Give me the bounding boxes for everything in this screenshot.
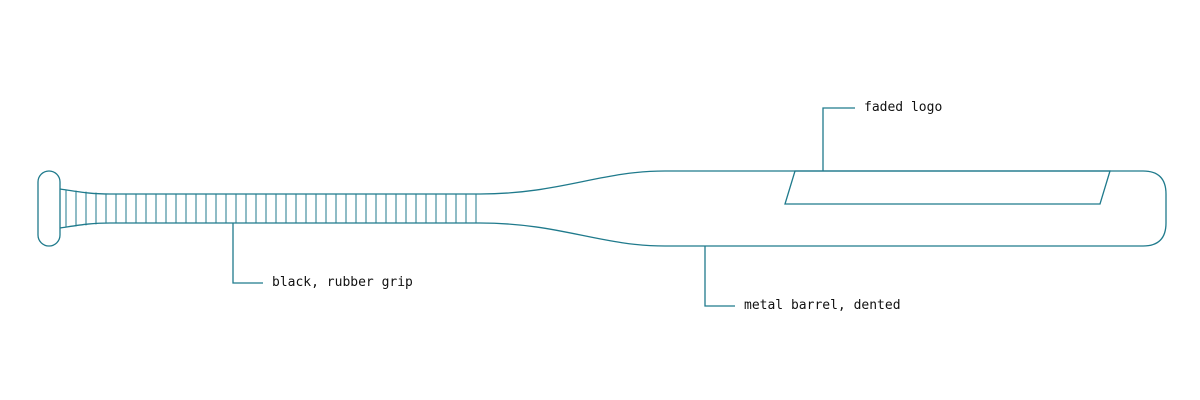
- grip-leader-line: [232, 223, 263, 284]
- label-rubber-grip: black, rubber grip: [272, 275, 413, 290]
- label-faded-logo: faded logo: [864, 100, 943, 115]
- grip-wrap: [65, 189, 477, 228]
- knob: [37, 170, 61, 247]
- logo-outline: [784, 170, 1111, 205]
- barrel-leader-line: [704, 246, 735, 307]
- bat-outline: [59, 170, 1167, 247]
- label-metal-barrel: metal barrel, dented: [744, 298, 901, 313]
- logo-leader-line: [822, 107, 855, 171]
